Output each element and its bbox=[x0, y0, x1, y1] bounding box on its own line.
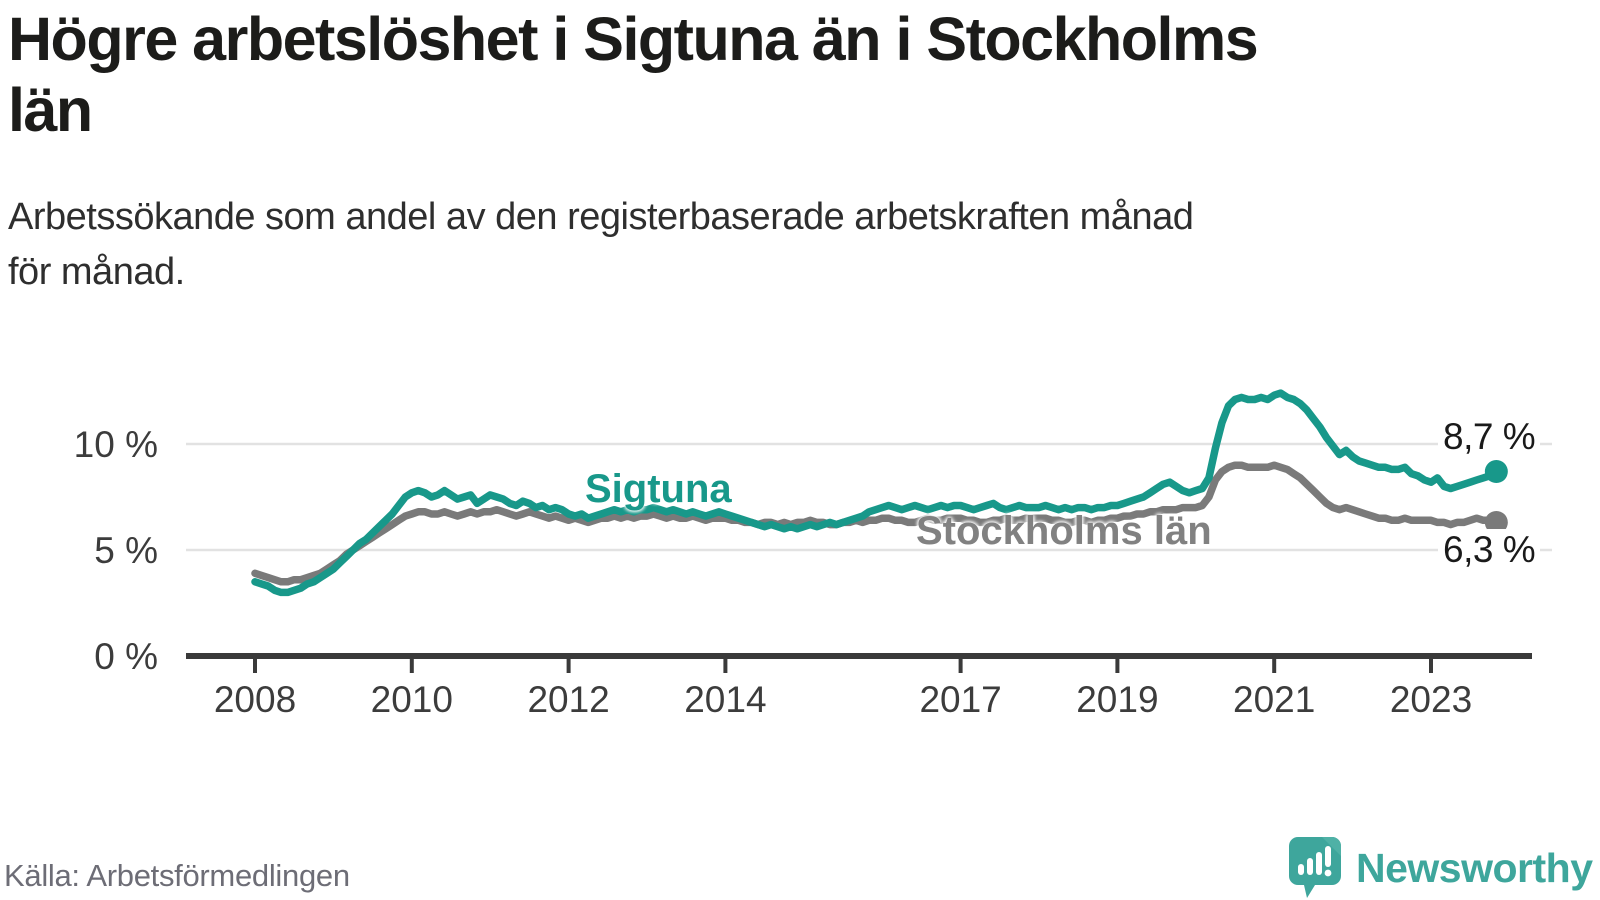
page-title-line1: Högre arbetslöshet i Sigtuna än i Stockh… bbox=[8, 5, 1259, 73]
bar-1 bbox=[1298, 864, 1304, 875]
bar-2 bbox=[1307, 858, 1313, 875]
x-tick-label-2014: 2014 bbox=[684, 679, 766, 720]
exclamation-dot bbox=[1324, 869, 1332, 877]
bar-3 bbox=[1316, 852, 1322, 875]
newsworthy-icon bbox=[1289, 837, 1341, 898]
gridlines bbox=[186, 442, 1552, 552]
x-tick-label-2021: 2021 bbox=[1233, 679, 1315, 720]
page-title: Högre arbetslöshet i Sigtuna än i Stockh… bbox=[8, 4, 1578, 147]
x-tick-label-2010: 2010 bbox=[371, 679, 453, 720]
x-tick-label-2019: 2019 bbox=[1076, 679, 1158, 720]
end-dot-sigtuna bbox=[1484, 460, 1508, 484]
chart-subtitle-line1: Arbetssökande som andel av den registerb… bbox=[8, 196, 1194, 238]
x-tick-label-2012: 2012 bbox=[527, 679, 609, 720]
series-lines bbox=[251, 389, 1501, 597]
x-tick-label-2008: 2008 bbox=[214, 679, 296, 720]
series-label-stockholms-lan: Stockholms län bbox=[916, 509, 1212, 553]
source-note: Källa: Arbetsförmedlingen bbox=[4, 858, 350, 893]
chart-subtitle-line2: för månad. bbox=[8, 251, 185, 294]
line-stockholms-län bbox=[251, 461, 1501, 586]
end-value-label-sigtuna: 8,7 % bbox=[1438, 416, 1541, 458]
y-tick-label-5: 5 % bbox=[94, 530, 158, 571]
x-tick-marks bbox=[253, 658, 1433, 673]
x-tick-label-2017: 2017 bbox=[919, 679, 1001, 720]
y-tick-label-10: 10 % bbox=[74, 424, 158, 465]
series-label-sigtuna: Sigtuna bbox=[585, 467, 732, 511]
brand-logo: Newsworthy bbox=[1288, 836, 1593, 900]
chart-subtitle: Arbetssökande som andel av den registerb… bbox=[8, 190, 1568, 300]
exclamation-stem bbox=[1325, 846, 1331, 867]
y-tick-label-0: 0 % bbox=[94, 636, 158, 677]
end-dot-stockholms-län bbox=[1484, 510, 1508, 534]
page-title-line2: län bbox=[8, 76, 93, 145]
x-tick-label-2023: 2023 bbox=[1390, 679, 1472, 720]
line-sigtuna bbox=[251, 389, 1501, 597]
x-tick-labels: 2008 2010 2012 2014 2017 2019 2021 2023 bbox=[214, 679, 1472, 720]
brand-name: Newsworthy bbox=[1356, 844, 1593, 891]
series-end-dots bbox=[1484, 460, 1508, 534]
y-tick-labels: 0 % 5 % 10 % bbox=[74, 424, 158, 677]
end-value-label-stockholms-lan: 6,3 % bbox=[1438, 529, 1541, 571]
